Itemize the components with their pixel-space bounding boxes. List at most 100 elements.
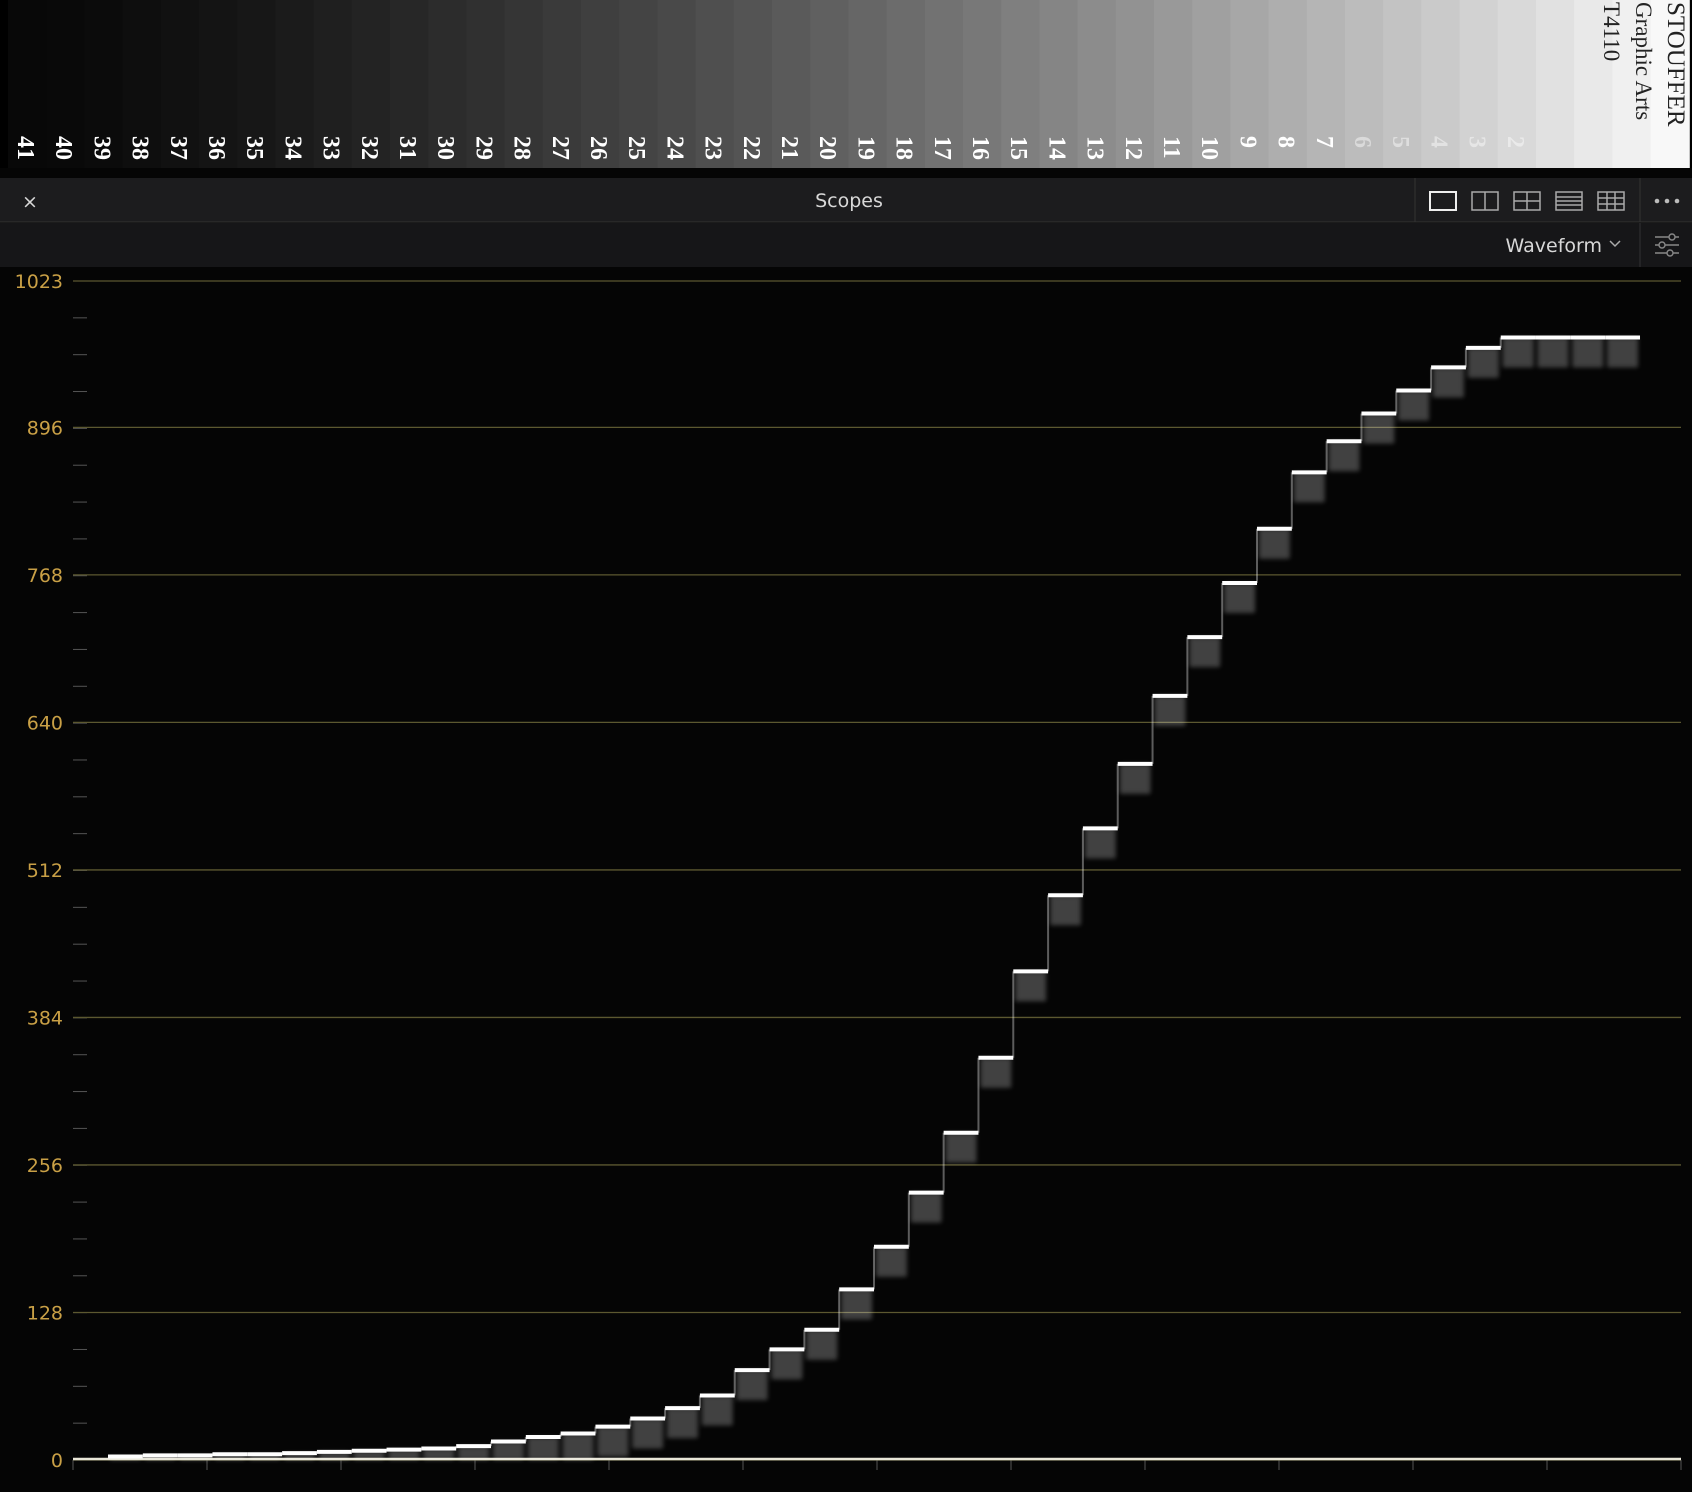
- y-tick-label: 1023: [15, 271, 63, 293]
- waveform-haze: [980, 1057, 1012, 1088]
- waveform-haze: [458, 1446, 489, 1460]
- wedge-label: 9: [1234, 136, 1260, 148]
- wedge-label: 21: [776, 136, 802, 160]
- y-tick-label: 896: [27, 417, 63, 439]
- waveform-haze: [144, 1455, 176, 1460]
- wedge-label: 39: [88, 136, 114, 160]
- title-bar: [0, 178, 1692, 222]
- wedge-label: 13: [1082, 136, 1108, 160]
- wedge-step: [1497, 0, 1537, 168]
- layout-rows[interactable]: [1555, 191, 1583, 211]
- y-tick-label: 640: [27, 712, 63, 734]
- wedge-step: [1536, 0, 1576, 168]
- waveform-haze: [632, 1418, 664, 1449]
- wedge-label: 40: [50, 136, 76, 160]
- wedge-step: [695, 0, 735, 168]
- wedge-label: 17: [929, 136, 955, 160]
- waveform-haze: [249, 1454, 281, 1460]
- wedge-step: [351, 0, 391, 168]
- waveform-haze: [841, 1289, 872, 1320]
- wedge-label: 27: [547, 136, 573, 160]
- dropdown-caret[interactable]: [1609, 240, 1621, 248]
- waveform-haze: [353, 1450, 385, 1460]
- wedge-label: 11: [1158, 136, 1184, 159]
- more-button[interactable]: [1654, 198, 1680, 204]
- wedge-label: 28: [509, 136, 535, 160]
- wedge-step: [1345, 0, 1385, 168]
- wedge-step: [1459, 0, 1499, 168]
- waveform-haze: [771, 1349, 803, 1380]
- y-tick-label: 512: [27, 860, 63, 882]
- wedge-step: [848, 0, 888, 168]
- layout-four[interactable]: [1513, 191, 1541, 211]
- layout-single[interactable]: [1429, 191, 1457, 211]
- wedge-step: [237, 0, 277, 168]
- wedge-label: 31: [394, 136, 420, 160]
- wedge-label: 35: [241, 136, 267, 160]
- layout-grid[interactable]: [1597, 191, 1625, 211]
- waveform-haze: [945, 1132, 977, 1163]
- wedge-step: [924, 0, 964, 168]
- close-button[interactable]: ×: [22, 191, 38, 213]
- waveform-haze: [667, 1408, 698, 1439]
- wedge-label: 6: [1349, 136, 1375, 148]
- waveform-haze: [1607, 337, 1638, 368]
- wedge-step: [1574, 0, 1614, 168]
- wedge-step: [1001, 0, 1041, 168]
- waveform-haze: [736, 1370, 768, 1401]
- waveform-haze: [1467, 347, 1499, 378]
- wedge-label: 36: [203, 136, 229, 160]
- y-tick-label: 768: [27, 565, 63, 587]
- wedge-label: 20: [814, 136, 840, 160]
- wedge-step: [313, 0, 353, 168]
- wedge-label: 5: [1387, 136, 1413, 148]
- layout-two[interactable]: [1471, 191, 1499, 211]
- waveform-haze: [701, 1395, 733, 1426]
- waveform-haze: [1328, 441, 1360, 472]
- wedge-step: [772, 0, 812, 168]
- scope-mode[interactable]: Waveform: [1506, 235, 1602, 257]
- waveform-haze: [493, 1441, 524, 1460]
- wedge-step: [619, 0, 659, 168]
- wedge-step: [199, 0, 239, 168]
- wedge-label: 18: [891, 136, 917, 160]
- wedge-label: 30: [432, 136, 458, 160]
- wedge-label: 7: [1311, 136, 1337, 148]
- y-tick-label: 128: [27, 1302, 63, 1324]
- wedge-step: [1306, 0, 1346, 168]
- wedge-label: 26: [585, 136, 611, 160]
- waveform-plot: 0 128 256 384 512 640 768 896 1023: [15, 271, 1682, 1472]
- wedge-step: [1230, 0, 1270, 168]
- waveform-haze: [1224, 582, 1255, 613]
- wedge-step: [1650, 0, 1690, 168]
- wedge-label: 24: [661, 136, 687, 160]
- waveform-haze: [284, 1453, 315, 1460]
- wedge-step: [581, 0, 621, 168]
- wedge-step: [542, 0, 582, 168]
- waveform-haze: [876, 1246, 907, 1277]
- wedge-step: [122, 0, 162, 168]
- waveform-haze: [1537, 337, 1569, 368]
- waveform-haze: [1572, 337, 1604, 368]
- wedge-step: [1612, 0, 1652, 168]
- y-tick-label: 384: [27, 1007, 63, 1029]
- wedge-label: 37: [165, 136, 191, 160]
- wedge-step: [657, 0, 697, 168]
- wedge-label: 38: [127, 136, 153, 160]
- wedge-step: [1268, 0, 1308, 168]
- wedge-brand-text: STOUFFER: [1662, 2, 1689, 127]
- waveform-haze: [1398, 390, 1430, 421]
- waveform-haze: [527, 1436, 559, 1460]
- wedge-step: [428, 0, 468, 168]
- wedge-step: [1077, 0, 1117, 168]
- panel-title: Scopes: [815, 190, 883, 212]
- waveform-haze: [1119, 763, 1151, 794]
- wedge-step: [1154, 0, 1194, 168]
- wedge-label: 14: [1043, 136, 1069, 160]
- wedge-step: [8, 0, 48, 168]
- settings-button[interactable]: [1655, 233, 1679, 257]
- waveform-haze: [423, 1448, 455, 1460]
- wedge-step: [1383, 0, 1423, 168]
- waveform-haze: [388, 1449, 420, 1460]
